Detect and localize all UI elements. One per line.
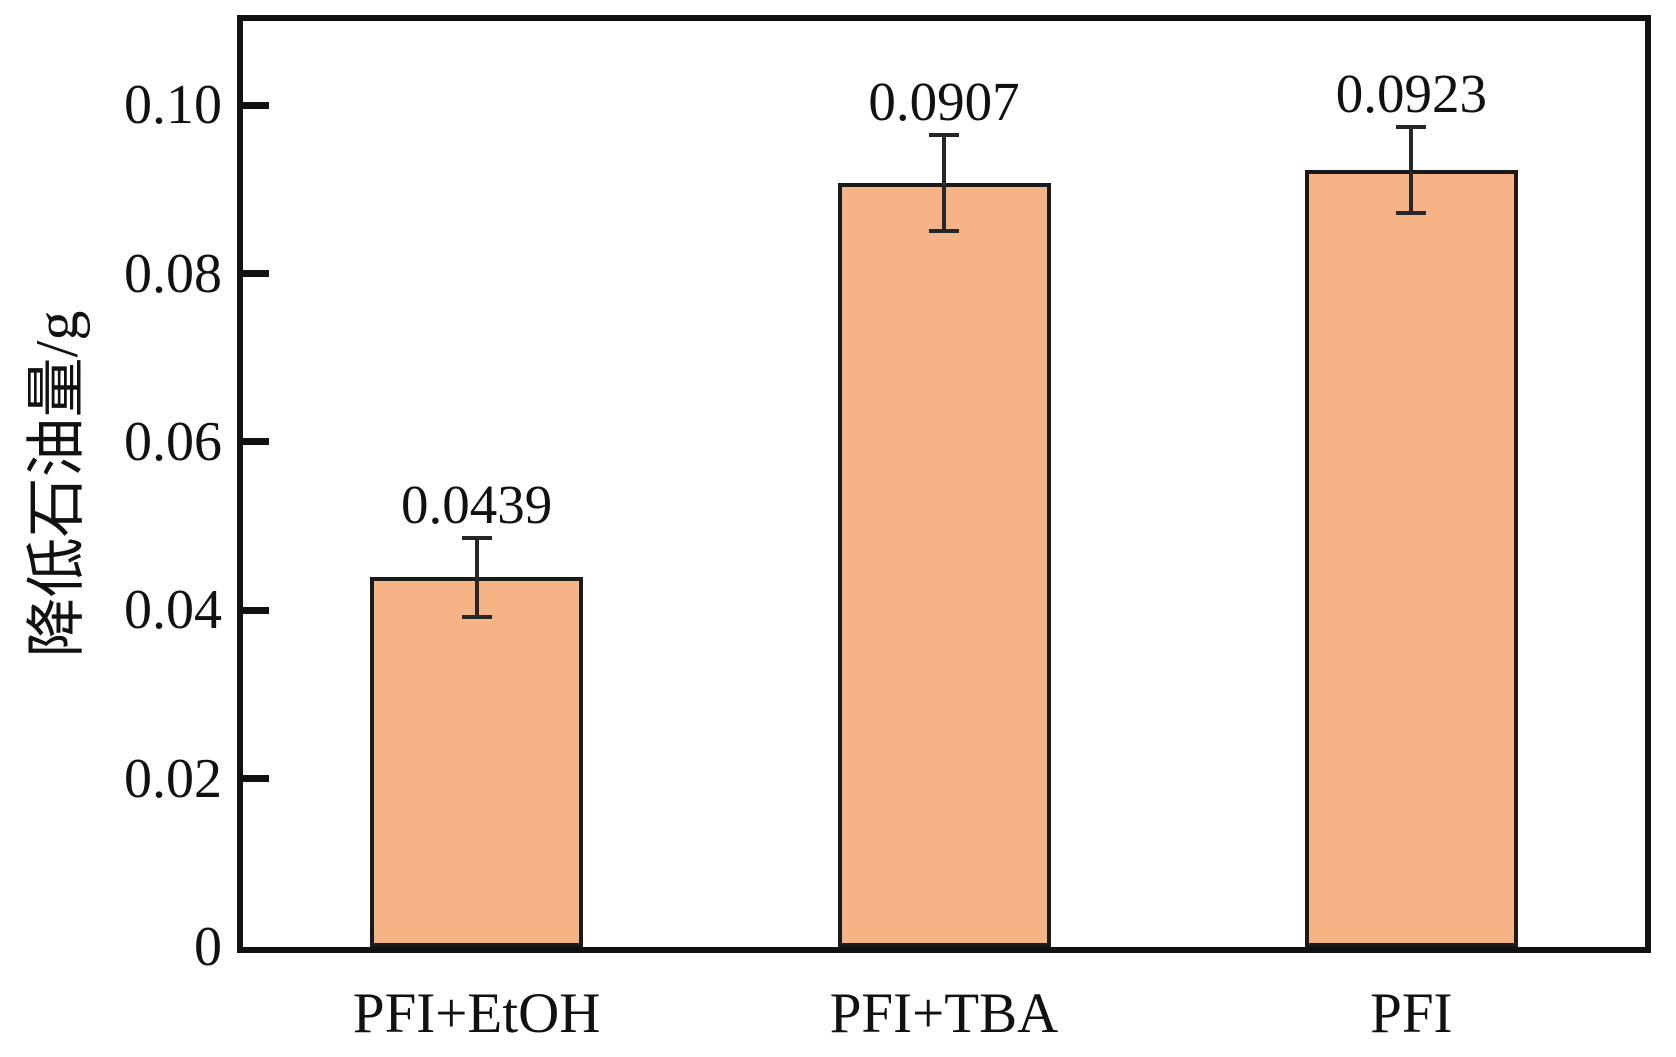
y-axis-tick-label: 0.02 (124, 747, 222, 810)
y-axis-tick (243, 101, 269, 109)
error-bar-cap-top (1396, 125, 1427, 130)
y-axis-tick (243, 775, 269, 783)
bar-PFI+EtOH (370, 577, 584, 947)
error-bar-cap-top (461, 535, 492, 540)
error-bar-cap-bottom (1396, 210, 1427, 215)
y-axis-tick (243, 270, 269, 278)
bar-value-label: 0.0923 (1335, 63, 1487, 125)
y-axis-tick (243, 606, 269, 614)
y-axis-tick-label: 0.08 (124, 242, 222, 305)
y-axis-tick-label: 0.10 (124, 74, 222, 137)
bar-PFI+TBA (837, 183, 1051, 947)
x-category-label-PFI+TBA: PFI+TBA (829, 982, 1059, 1045)
error-bar (1409, 127, 1414, 213)
error-bar-cap-bottom (929, 229, 959, 234)
x-category-label-PFI: PFI (1370, 982, 1453, 1045)
y-axis-tick (243, 438, 269, 446)
y-axis-tick-label: 0.04 (124, 579, 222, 642)
error-bar-cap-top (929, 133, 959, 138)
error-bar (942, 135, 946, 232)
bar-value-label: 0.0907 (868, 71, 1020, 133)
y-axis-tick-label: 0.06 (124, 410, 222, 473)
bar-value-label: 0.0439 (401, 473, 553, 535)
y-axis-tick-label: 0 (194, 916, 222, 978)
bar-PFI (1304, 170, 1518, 947)
x-category-label-PFI+EtOH: PFI+EtOH (352, 982, 601, 1045)
error-bar-cap-bottom (461, 615, 492, 619)
error-bar (474, 537, 479, 617)
